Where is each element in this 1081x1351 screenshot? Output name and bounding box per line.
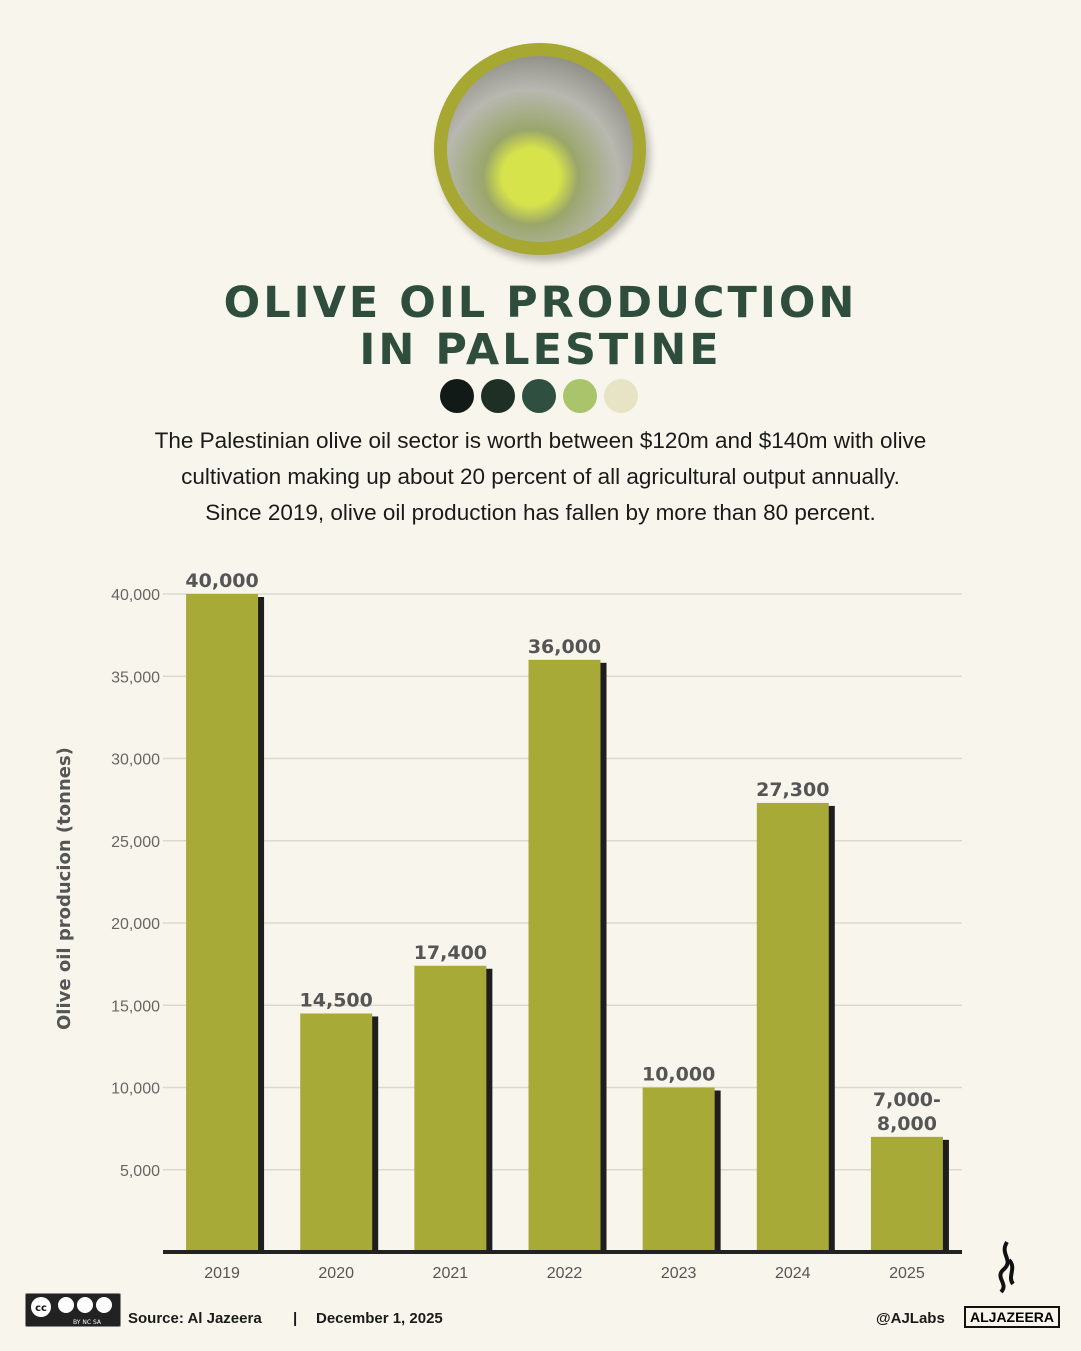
data-label: 40,000 xyxy=(185,570,258,592)
y-tick-label: 40,000 xyxy=(111,587,160,604)
y-tick-label: 25,000 xyxy=(111,834,160,851)
x-tick-label: 2019 xyxy=(204,1265,240,1282)
subtitle-line: cultivation making up about 20 percent o… xyxy=(181,464,900,489)
date-text: December 1, 2025 xyxy=(316,1310,443,1327)
data-label: 36,000 xyxy=(528,636,601,658)
bar-2021 xyxy=(414,965,487,1252)
aljazeera-logo: ALJAZEERA xyxy=(964,1306,1061,1328)
source-text: Source: Al Jazeera xyxy=(128,1310,262,1327)
x-tick-label: 2022 xyxy=(547,1265,583,1282)
title-line-1: OLIVE OIL PRODUCTION xyxy=(223,278,858,328)
subtitle-line: The Palestinian olive oil sector is wort… xyxy=(154,428,927,453)
palette-dot xyxy=(440,379,474,413)
bar-2023 xyxy=(642,1087,715,1252)
separator: | xyxy=(293,1310,298,1327)
color-palette-dots xyxy=(440,379,638,413)
palette-dot xyxy=(481,379,515,413)
data-label: 8,000 xyxy=(877,1113,937,1135)
bar-2024 xyxy=(756,802,829,1252)
footer: cc BY NC SA Source: Al Jazeera | Decembe… xyxy=(25,1240,1061,1332)
subtitle-line: Since 2019, olive oil production has fal… xyxy=(205,500,876,525)
olive-oil-pour-image xyxy=(447,56,633,242)
olive-oil-photo xyxy=(434,43,646,255)
creative-commons-icon: cc BY NC SA xyxy=(25,1293,121,1327)
y-tick-label: 5,000 xyxy=(120,1163,160,1180)
data-label: 10,000 xyxy=(642,1064,715,1086)
bar-2019 xyxy=(186,594,259,1252)
title-line-2: IN PALESTINE xyxy=(359,325,722,375)
x-tick-label: 2020 xyxy=(318,1265,354,1282)
data-label: 17,400 xyxy=(414,942,487,964)
page-title: OLIVE OIL PRODUCTION IN PALESTINE xyxy=(0,280,1081,374)
handle-text: @AJLabs xyxy=(876,1310,945,1327)
data-label: 27,300 xyxy=(756,779,829,801)
y-tick-label: 20,000 xyxy=(111,916,160,933)
aljazeera-emblem-icon xyxy=(998,1240,1015,1294)
y-tick-label: 15,000 xyxy=(111,998,160,1015)
bar-2025 xyxy=(870,1136,943,1252)
svg-text:cc: cc xyxy=(35,1303,47,1314)
subtitle: The Palestinian olive oil sector is wort… xyxy=(40,423,1041,531)
bar-2022 xyxy=(528,659,601,1252)
palette-dot xyxy=(604,379,638,413)
data-label: 14,500 xyxy=(300,989,373,1011)
x-tick-label: 2021 xyxy=(433,1265,469,1282)
palette-dot xyxy=(522,379,556,413)
svg-text:BY NC SA: BY NC SA xyxy=(73,1319,102,1326)
bar-chart: 5,000 10,000 15,000 20,000 25,000 30,000 35,00… xyxy=(111,570,962,1282)
x-tick-label: 2024 xyxy=(775,1265,811,1282)
y-tick-label: 30,000 xyxy=(111,752,160,769)
y-tick-label: 35,000 xyxy=(111,669,160,686)
x-tick-label: 2025 xyxy=(889,1265,925,1282)
x-tick-label: 2023 xyxy=(661,1265,697,1282)
bar-2020 xyxy=(300,1013,373,1252)
y-tick-label: 10,000 xyxy=(111,1081,160,1098)
palette-dot xyxy=(563,379,597,413)
data-label: 7,000- xyxy=(873,1089,941,1111)
